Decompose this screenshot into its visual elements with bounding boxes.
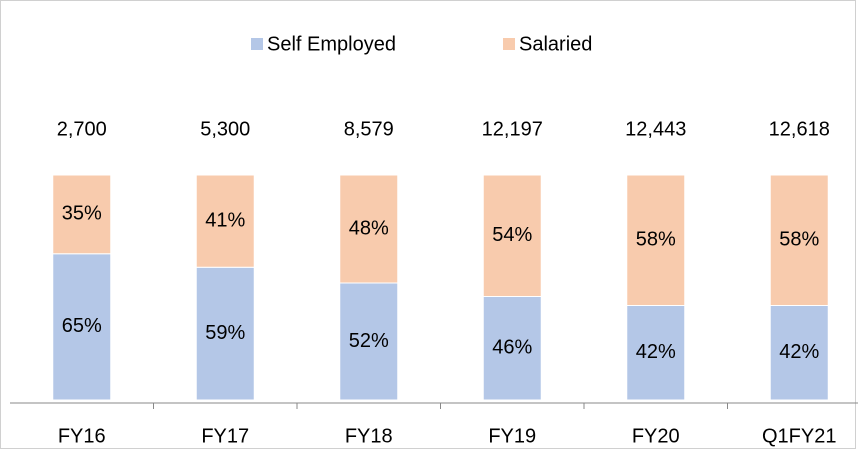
data-label: 48% bbox=[349, 217, 389, 239]
x-tick-label: FY17 bbox=[201, 425, 249, 447]
x-tick-label: FY19 bbox=[488, 425, 536, 447]
legend-swatch bbox=[503, 38, 515, 50]
data-label: 35% bbox=[62, 203, 102, 225]
data-label: 58% bbox=[636, 229, 676, 251]
data-label: 41% bbox=[205, 209, 245, 231]
data-label: 46% bbox=[492, 337, 532, 359]
x-tick-label: Q1FY21 bbox=[762, 425, 836, 447]
bar-segment bbox=[769, 305, 829, 401]
total-label: 12,197 bbox=[482, 118, 543, 140]
bar-segment bbox=[482, 296, 542, 401]
legend-label: Self Employed bbox=[267, 33, 396, 55]
bar-segment bbox=[626, 174, 686, 306]
data-label: 58% bbox=[779, 229, 819, 251]
data-label: 42% bbox=[636, 341, 676, 363]
bar-segment bbox=[52, 253, 112, 401]
bar-segment bbox=[52, 174, 112, 255]
bar-segment bbox=[626, 305, 686, 401]
total-label: 12,618 bbox=[769, 118, 830, 140]
total-label: 12,443 bbox=[625, 118, 686, 140]
bar-segment bbox=[482, 174, 542, 297]
legend-swatch bbox=[251, 38, 263, 50]
total-label: 8,579 bbox=[344, 118, 394, 140]
bar-segment bbox=[339, 282, 399, 401]
bar-segment bbox=[769, 174, 829, 306]
data-label: 59% bbox=[205, 322, 245, 344]
x-tick-label: FY20 bbox=[632, 425, 680, 447]
x-tick-label: FY16 bbox=[58, 425, 106, 447]
data-label: 42% bbox=[779, 341, 819, 363]
data-label: 52% bbox=[349, 330, 389, 352]
total-label: 5,300 bbox=[200, 118, 250, 140]
data-label: 65% bbox=[62, 315, 102, 337]
x-tick-label: FY18 bbox=[345, 425, 393, 447]
legend-label: Salaried bbox=[519, 33, 592, 55]
bar-segment bbox=[339, 174, 399, 284]
data-label: 54% bbox=[492, 224, 532, 246]
bar-segment bbox=[195, 174, 255, 268]
bar-segment bbox=[195, 266, 255, 401]
total-label: 2,700 bbox=[57, 118, 107, 140]
